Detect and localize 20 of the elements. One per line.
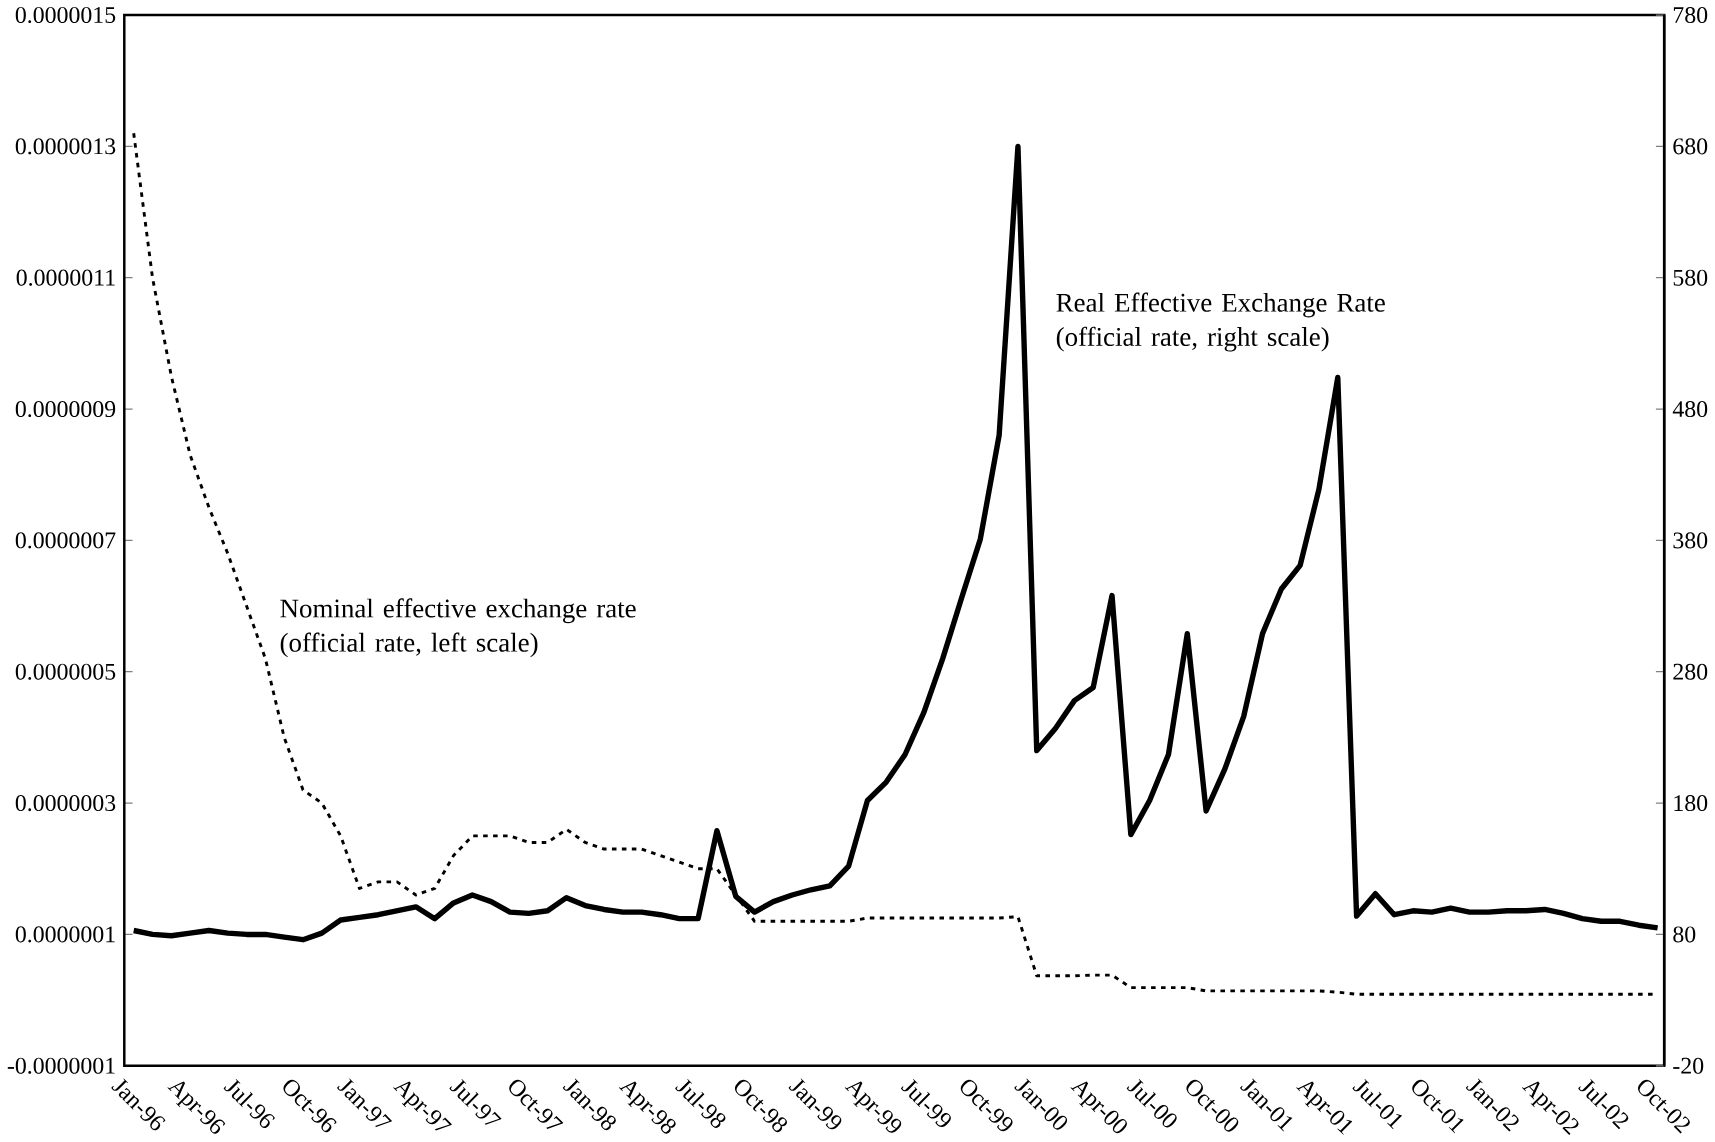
series-label: Real Effective Exchange Rate (official rate, right scale): [1056, 292, 1385, 352]
y-tick-label: 0.0000011: [16, 269, 115, 286]
y-tick-label: -0.0000001: [7, 1057, 115, 1074]
y2-tick-label: 480: [1672, 400, 1708, 417]
series-label: Nominal effective exchange rate (official rate, left scale): [280, 598, 636, 658]
y2-tick-label: 280: [1673, 663, 1708, 680]
y-tick-label: 0.0000007: [15, 532, 116, 549]
y-tick-label: 0.0000003: [15, 794, 116, 811]
y2-tick-label: 680: [1673, 138, 1708, 155]
y-tick-label: 0.0000005: [15, 663, 116, 680]
y2-tick-label: 780: [1673, 6, 1708, 23]
y2-tick-label: 380: [1673, 532, 1708, 549]
y2-tick-label: 180: [1674, 794, 1708, 811]
y2-tick-label: -20: [1673, 1057, 1704, 1074]
y2-tick-label: 580: [1673, 269, 1708, 286]
y-tick-label: 0.0000013: [15, 138, 116, 155]
y2-tick-label: 80: [1673, 926, 1696, 943]
y-tick-label: 0.0000001: [15, 926, 115, 943]
y-tick-label: 0.0000009: [15, 400, 116, 417]
y-tick-label: 0.0000015: [15, 6, 116, 23]
